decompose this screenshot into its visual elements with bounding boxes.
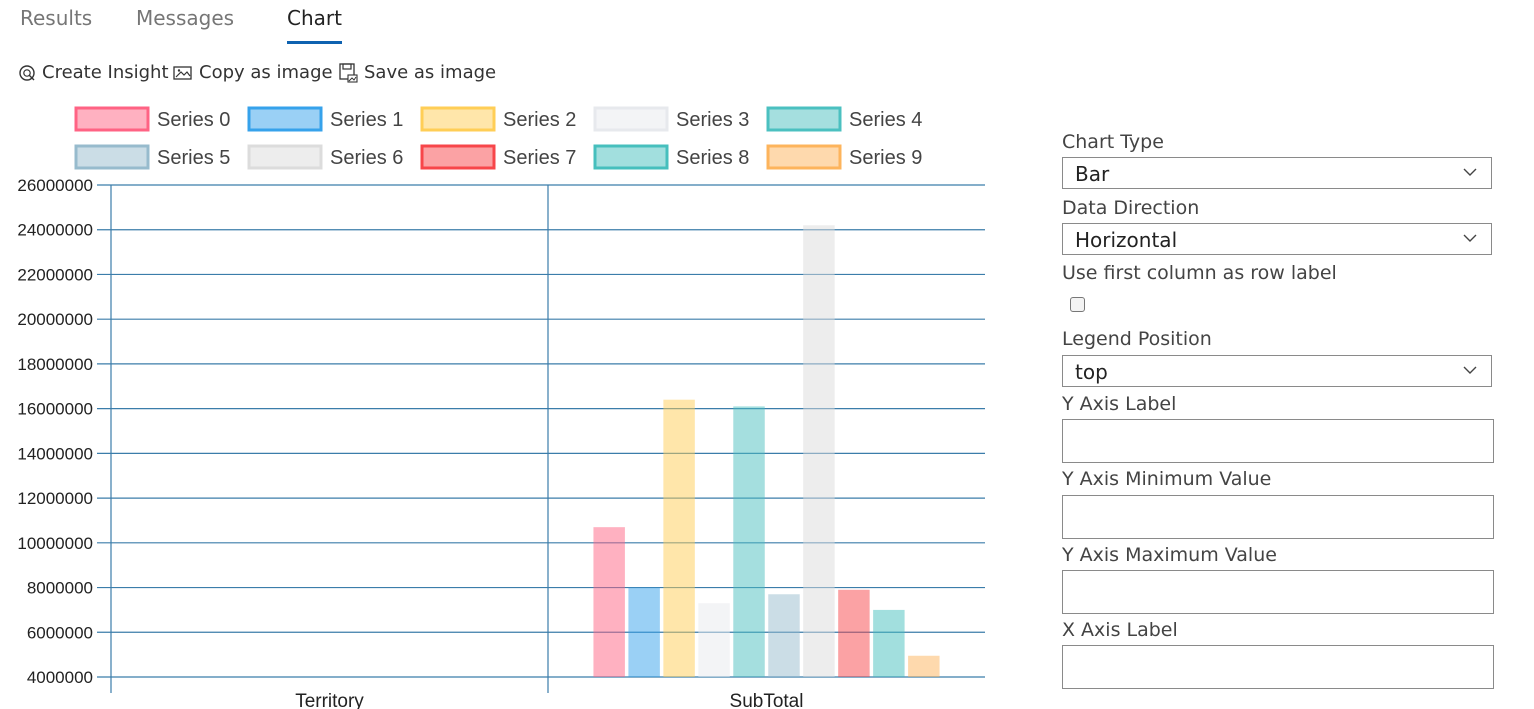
y-tick-label: 24000000 <box>17 221 93 240</box>
y-tick-label: 12000000 <box>17 489 93 508</box>
tab-chart[interactable]: Chart <box>287 6 342 44</box>
legend-label: Series 6 <box>330 147 403 169</box>
tab-chart-label: Chart <box>287 6 342 30</box>
legend-label: Series 7 <box>503 147 576 169</box>
bar <box>663 399 695 677</box>
legend-label: Series 2 <box>503 109 576 131</box>
bar <box>873 609 905 677</box>
y-tick-label: 6000000 <box>27 623 93 642</box>
insight-icon <box>19 64 35 81</box>
chart-type-value: Bar <box>1075 162 1110 186</box>
bar <box>803 225 835 677</box>
y-tick-label: 14000000 <box>17 444 93 463</box>
x-axis-label-label: X Axis Label <box>1062 619 1178 641</box>
y-axis-max-input[interactable] <box>1062 570 1494 614</box>
y-tick-label: 18000000 <box>17 355 93 374</box>
y-tick-label: 22000000 <box>17 265 93 284</box>
y-tick-label: 4000000 <box>27 668 93 687</box>
first-column-checkbox[interactable] <box>1070 297 1085 312</box>
data-direction-value: Horizontal <box>1075 228 1178 252</box>
y-tick-label: 20000000 <box>17 310 93 329</box>
legend-swatch <box>74 144 150 170</box>
legend-swatch <box>74 106 150 132</box>
legend-swatch <box>593 144 669 170</box>
save-as-image-label: Save as image <box>364 62 497 83</box>
copy-as-image-label: Copy as image <box>199 62 333 83</box>
create-insight-button[interactable]: Create Insight <box>18 62 169 83</box>
x-tick-label: Territory <box>295 691 364 709</box>
bar <box>908 655 940 677</box>
bar-chart: Series 0 Series 1 Series 2 Series 3 Series 4… <box>17 106 985 709</box>
legend-swatch <box>766 144 842 170</box>
copy-as-image-button[interactable]: Copy as image <box>173 62 333 83</box>
active-tab-indicator <box>287 41 342 44</box>
bar <box>838 589 870 677</box>
legend-label: Series 4 <box>849 109 922 131</box>
tab-results-label: Results <box>20 6 93 30</box>
chevron-down-icon <box>1463 366 1477 374</box>
legend-label: Series 0 <box>157 109 230 131</box>
legend-label: Series 8 <box>676 147 749 169</box>
y-axis-min-input[interactable] <box>1062 495 1494 539</box>
legend-position-select[interactable]: top <box>1062 355 1492 387</box>
legend-position-label: Legend Position <box>1062 328 1212 350</box>
legend-label: Series 9 <box>849 147 922 169</box>
tab-messages-label: Messages <box>136 6 235 30</box>
data-direction-label: Data Direction <box>1062 197 1200 219</box>
x-axis-label-input[interactable] <box>1062 645 1494 689</box>
bar <box>698 603 730 677</box>
create-insight-label: Create Insight <box>42 62 169 83</box>
bar <box>628 587 660 677</box>
data-direction-select[interactable]: Horizontal <box>1062 223 1492 255</box>
y-tick-label: 16000000 <box>17 400 93 419</box>
bar <box>768 594 800 677</box>
copy-image-icon <box>173 65 192 80</box>
y-axis-label-label: Y Axis Label <box>1062 393 1177 415</box>
y-axis-label-input[interactable] <box>1062 419 1494 463</box>
legend-swatch <box>420 144 496 170</box>
legend-label: Series 1 <box>330 109 403 131</box>
chart-type-select[interactable]: Bar <box>1062 157 1492 189</box>
y-tick-label: 8000000 <box>27 579 93 598</box>
y-tick-label: 26000000 <box>17 176 93 195</box>
chevron-down-icon <box>1463 234 1477 242</box>
legend-swatch <box>420 106 496 132</box>
legend-position-value: top <box>1075 360 1108 384</box>
x-tick-label: SubTotal <box>730 691 804 709</box>
bar <box>733 406 765 677</box>
save-as-image-button[interactable]: Save as image <box>338 62 496 83</box>
legend-swatch <box>247 106 323 132</box>
chart-type-label: Chart Type <box>1062 131 1164 153</box>
bar <box>593 527 625 677</box>
first-column-label: Use first column as row label <box>1062 262 1337 284</box>
save-image-icon <box>339 62 358 83</box>
tab-results[interactable]: Results <box>20 6 92 30</box>
legend-swatch <box>593 106 669 132</box>
y-axis-max-label: Y Axis Maximum Value <box>1062 544 1277 566</box>
y-tick-label: 10000000 <box>17 534 93 553</box>
chevron-down-icon <box>1463 168 1477 176</box>
y-axis-min-label: Y Axis Minimum Value <box>1062 468 1272 490</box>
legend-swatch <box>247 144 323 170</box>
legend-label: Series 3 <box>676 109 749 131</box>
legend-swatch <box>766 106 842 132</box>
tab-messages[interactable]: Messages <box>136 6 234 30</box>
legend-label: Series 5 <box>157 147 230 169</box>
